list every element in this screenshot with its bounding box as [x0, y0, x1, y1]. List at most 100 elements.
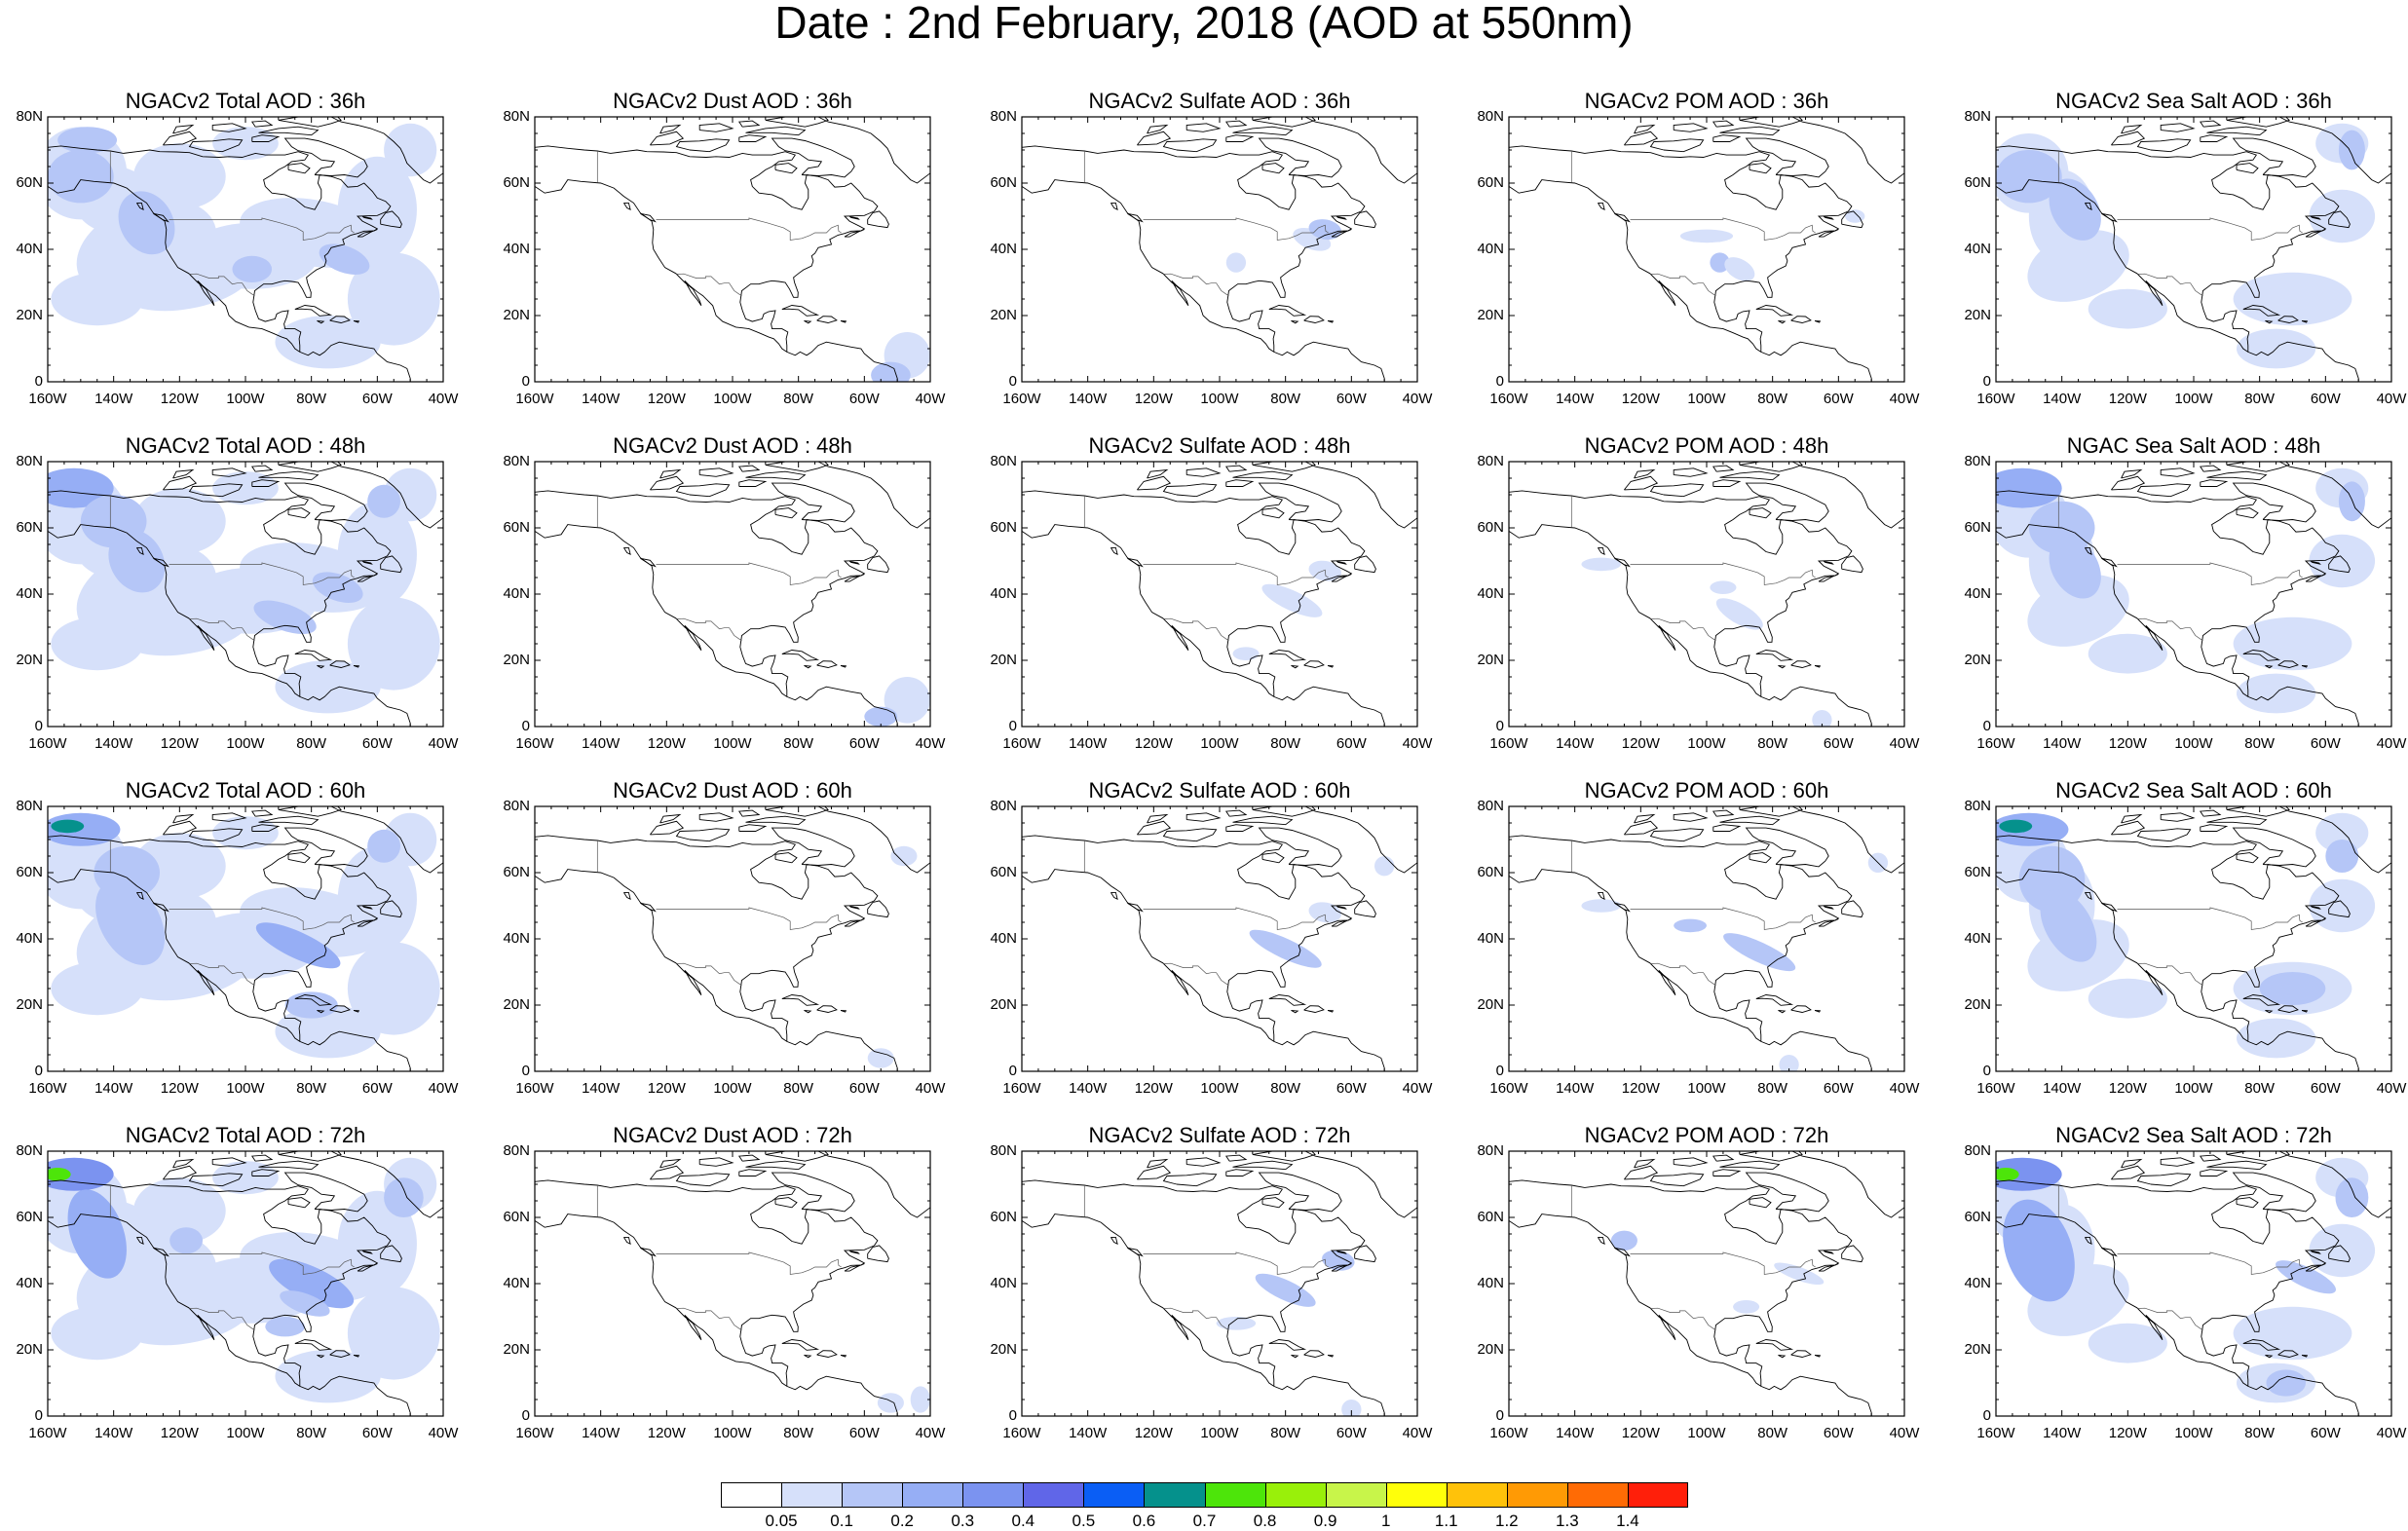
longitude-label: 60W: [1336, 1080, 1367, 1097]
coastline: [1021, 524, 1385, 727]
longitude-label: 140W: [582, 391, 621, 407]
latitude-label: 20N: [990, 652, 1017, 668]
coastline: [317, 1009, 325, 1014]
axis-ticks: [47, 116, 444, 383]
coastline: [1258, 137, 1342, 178]
latitude-label: 80N: [990, 108, 1017, 125]
longitude-label: 80W: [296, 391, 327, 407]
longitude-label: 120W: [1134, 735, 1173, 752]
longitude-label: 80W: [296, 1425, 327, 1441]
coastline: [2206, 126, 2268, 136]
coastline: [1995, 490, 2340, 697]
latitude-label: 0: [1982, 1407, 1991, 1424]
coastline: [172, 468, 195, 479]
latitude-label: 60N: [503, 1209, 530, 1225]
latitude-label: 40N: [1964, 241, 1991, 257]
colorbar-swatch: [1264, 1482, 1326, 1508]
coastline: [278, 461, 342, 472]
aod-shading: [867, 845, 918, 1068]
longitude-label: 40W: [915, 735, 946, 752]
coastline: [771, 482, 855, 523]
aod-region: [108, 529, 166, 593]
coastline: [283, 482, 368, 523]
aod-region: [1996, 150, 2062, 204]
aod-region: [2003, 1199, 2075, 1302]
coastline: [2301, 1354, 2309, 1358]
longitude-label: 160W: [1002, 1425, 1041, 1441]
longitude-label: 160W: [1976, 1080, 2015, 1097]
latitude-label: 20N: [1477, 996, 1504, 1013]
coastline: [2310, 215, 2321, 220]
aod-region: [1232, 647, 1260, 660]
longitude-label: 60W: [848, 735, 880, 752]
latitude-label: 0: [1982, 718, 1991, 734]
longitude-label: 120W: [160, 391, 199, 407]
longitude-label: 100W: [226, 1425, 265, 1441]
aod-region: [2088, 288, 2167, 329]
coastline: [848, 215, 860, 220]
coastline: [1739, 116, 1803, 128]
longitude-label: 160W: [1002, 1080, 1041, 1097]
coastline: [765, 461, 829, 472]
coastlines: [1021, 461, 1418, 727]
coastline: [329, 1005, 351, 1013]
coastline: [1745, 137, 1829, 178]
aod-region: [884, 677, 930, 724]
latitude-label: 0: [1008, 373, 1017, 390]
coastline: [47, 524, 411, 727]
colorbar-swatch: [1144, 1482, 1205, 1508]
aod-map: [1508, 805, 1905, 1072]
coastline: [623, 891, 631, 901]
country-border: [2137, 962, 2203, 987]
coastline: [1749, 163, 1772, 174]
map-panel: NGACv2 Total AOD : 48h 80N 60N 40N 20N 0 160W 1…: [0, 435, 487, 771]
latitude-label: 40N: [1964, 585, 1991, 602]
aod-region: [48, 150, 114, 204]
coastline: [2121, 1158, 2143, 1169]
longitude-label: 100W: [1200, 735, 1239, 752]
aod-region: [169, 1227, 204, 1254]
colorbar-tick-label: 0.1: [830, 1512, 853, 1530]
coastline: [534, 1214, 898, 1416]
map-panel: NGACv2 Total AOD : 60h 80N 60N 40N 20N 0 160W 1…: [0, 780, 487, 1116]
coastline: [1224, 465, 1248, 472]
coastline: [1712, 1154, 1735, 1162]
colorbar-tick-label: 0.2: [890, 1512, 914, 1530]
coastline: [1673, 467, 1709, 477]
latitude-label: 40N: [503, 1275, 530, 1291]
coastline: [1624, 820, 1659, 836]
axis-ticks: [47, 461, 444, 728]
aod-map: [1508, 116, 1905, 383]
latitude-label: 20N: [503, 652, 530, 668]
map-area: [534, 1150, 931, 1417]
aod-region: [910, 1386, 930, 1413]
coastline: [1127, 557, 1144, 568]
colorbar-tick-label: 1.3: [1556, 1512, 1579, 1530]
aod-shading: [877, 1386, 930, 1413]
longitude-label: 80W: [1270, 1425, 1301, 1441]
longitude-label: 100W: [2174, 391, 2213, 407]
longitude-label: 120W: [160, 1425, 199, 1441]
aod-region: [2276, 1260, 2336, 1294]
country-border: [656, 562, 842, 585]
coastline: [2111, 131, 2146, 146]
map-area: [1021, 1150, 1418, 1417]
coastline: [2111, 475, 2146, 491]
map-panel: NGACv2 Dust AOD : 48h 80N 60N 40N 20N 0 160W 14…: [487, 435, 974, 771]
coastline: [380, 1245, 402, 1263]
coastline: [737, 465, 761, 472]
colorbar-swatch: [1325, 1482, 1386, 1508]
longitude-label: 120W: [1621, 391, 1660, 407]
coastline: [2265, 1354, 2274, 1359]
coastline: [737, 120, 761, 128]
coastline: [2200, 134, 2229, 142]
aod-region: [1610, 1230, 1637, 1251]
longitude-label: 60W: [1336, 735, 1367, 752]
coastline: [2232, 827, 2316, 868]
coastline: [172, 813, 195, 824]
longitude-label: 40W: [2376, 1080, 2407, 1097]
colorbar-tick-label: 1.4: [1616, 1512, 1639, 1530]
latitude-label: 20N: [990, 1341, 1017, 1358]
coastline: [1304, 461, 1418, 529]
longitude-label: 40W: [1889, 391, 1920, 407]
